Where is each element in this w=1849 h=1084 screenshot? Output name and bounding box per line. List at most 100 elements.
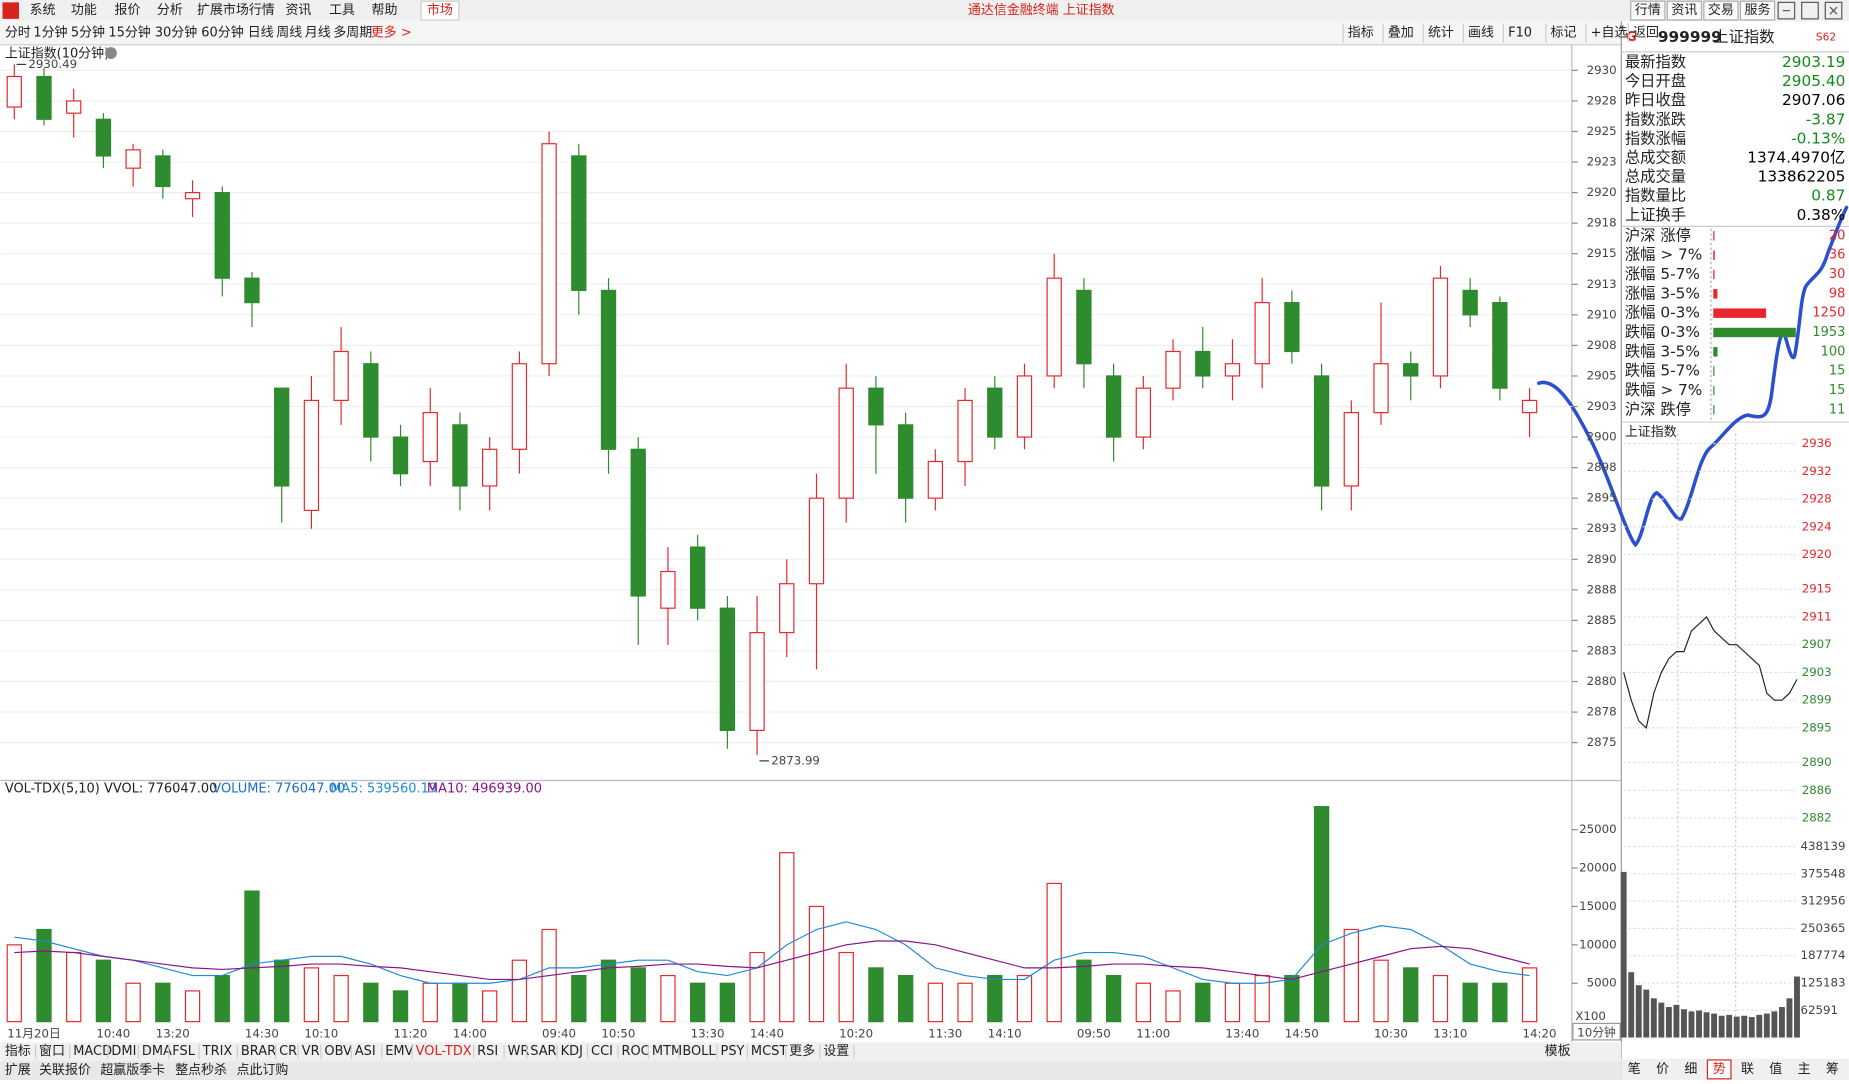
period-button[interactable]: 月线 <box>305 26 331 41</box>
top-button-label[interactable]: 行情 <box>1635 3 1661 18</box>
menu-item[interactable]: 资讯 <box>285 3 311 18</box>
more-button[interactable]: 更多 > <box>371 26 412 41</box>
indicator-tab[interactable]: 更多 <box>789 1044 815 1059</box>
tool-button[interactable]: 标记 <box>1551 26 1577 41</box>
menu-item[interactable]: 工具 <box>329 3 355 18</box>
candle-body <box>392 436 409 475</box>
y-tick-label: 2923 <box>1587 155 1617 169</box>
menu-item[interactable]: 扩展市场行情 <box>197 2 275 18</box>
volume-bar <box>452 982 468 1023</box>
status-item[interactable]: 超赢版季卡 <box>100 1062 165 1078</box>
tool-button[interactable]: 画线 <box>1468 26 1494 41</box>
top-button-label[interactable]: 服务 <box>1745 2 1771 18</box>
period-button[interactable]: 15分钟 <box>108 25 150 41</box>
indicator-tab[interactable]: KDJ <box>561 1044 583 1059</box>
period-button[interactable]: 多周期 <box>333 26 372 41</box>
menu-item[interactable]: 报价 <box>115 3 141 18</box>
candle-body <box>1521 399 1538 414</box>
period-button[interactable]: 分时 <box>5 26 31 41</box>
indicator-tab[interactable]: MCST <box>751 1044 787 1059</box>
tool-button[interactable]: 叠加 <box>1388 26 1414 41</box>
tool-button[interactable]: +自选 <box>1591 26 1628 41</box>
volume-bar <box>1135 982 1151 1023</box>
top-button-label[interactable]: 交易 <box>1708 2 1734 18</box>
volume-bar <box>274 959 290 1023</box>
top-button[interactable] <box>1739 0 1776 21</box>
indicator-tab[interactable]: ASI <box>355 1044 376 1059</box>
period-button[interactable]: 60分钟 <box>201 25 243 41</box>
indicator-tab[interactable]: ROC <box>621 1044 649 1059</box>
side-tab[interactable]: 筹 <box>1826 1061 1839 1077</box>
menu-item[interactable]: 功能 <box>71 3 97 18</box>
top-button[interactable] <box>1666 0 1703 21</box>
top-button[interactable] <box>1630 0 1666 21</box>
side-tab[interactable]: 联 <box>1741 1062 1754 1077</box>
indicator-tab[interactable]: TRIX <box>202 1044 233 1059</box>
breadth-label: 沪深 跌停 <box>1625 400 1691 418</box>
candle-body <box>927 460 944 499</box>
side-tab[interactable]: 细 <box>1684 1062 1697 1077</box>
candle-body <box>779 583 795 634</box>
candle-body <box>155 155 171 188</box>
indicator-tab[interactable]: RSI <box>477 1044 498 1059</box>
indicator-tab[interactable]: WR <box>508 1044 530 1059</box>
indicator-tab[interactable]: CR <box>279 1044 297 1059</box>
candle-body <box>363 363 379 438</box>
side-tab[interactable]: 价 <box>1656 1062 1669 1077</box>
status-item[interactable]: 点此订购 <box>237 1062 289 1078</box>
legend-entry: MA5: 539560.19 <box>330 781 437 796</box>
tool-button[interactable]: 返回 <box>1633 26 1659 41</box>
window-title: 通达信金融终端 上证指数 <box>968 2 1115 18</box>
side-tab[interactable]: 值 <box>1769 1061 1782 1077</box>
candle-body <box>1016 375 1033 438</box>
indicator-tab[interactable]: FSL <box>172 1044 195 1059</box>
candle-body <box>749 632 765 732</box>
indicator-tab[interactable]: BRAR <box>241 1044 276 1059</box>
indicator-tab[interactable]: OBV <box>324 1044 352 1059</box>
top-button[interactable] <box>1703 0 1739 21</box>
maximize-button[interactable] <box>1801 1 1819 20</box>
close-button[interactable] <box>1824 1 1843 20</box>
indicator-tab[interactable]: EMV <box>385 1044 413 1059</box>
indicator-tab[interactable]: SAR <box>530 1044 556 1059</box>
volume-bar <box>779 852 795 1023</box>
indicator-tab[interactable]: BOLL <box>682 1044 716 1059</box>
indicator-tab[interactable]: PSY <box>721 1044 745 1059</box>
indicator-tab[interactable]: VOL-TDX <box>416 1044 472 1059</box>
quote-code: 999999 <box>1658 28 1722 46</box>
period-button[interactable]: 周线 <box>276 26 302 41</box>
side-tab[interactable]: 主 <box>1798 1062 1811 1077</box>
indicator-tab[interactable]: CCI <box>591 1044 613 1059</box>
chart-menu-icon[interactable] <box>105 47 117 59</box>
status-item[interactable]: 整点秒杀 <box>175 1063 227 1078</box>
status-item[interactable]: 关联报价 <box>39 1063 91 1078</box>
breadth-label: 跌幅 5-7% <box>1625 362 1700 380</box>
indicator-tab[interactable]: 窗口 <box>39 1043 65 1059</box>
breadth-value: 15 <box>1829 364 1845 379</box>
period-button[interactable]: 5分钟 <box>71 25 105 41</box>
indicator-tab[interactable]: DMI <box>111 1044 136 1059</box>
indicator-tab[interactable]: 设置 <box>823 1044 849 1059</box>
menu-item[interactable]: 分析 <box>157 3 183 18</box>
market-tab-label[interactable]: 市场 <box>427 2 453 18</box>
top-button-label[interactable]: 资讯 <box>1671 3 1697 18</box>
period-button[interactable]: 1分钟 <box>33 25 67 41</box>
indicator-tab[interactable]: 指标 <box>5 1044 31 1059</box>
menu-item[interactable]: 系统 <box>30 3 56 18</box>
market-tab[interactable] <box>420 0 460 21</box>
status-item[interactable]: 扩展 <box>5 1063 31 1078</box>
indicator-tab[interactable]: MTM <box>652 1044 682 1059</box>
template-button[interactable]: 模板 <box>1545 1044 1571 1059</box>
tool-button[interactable]: 统计 <box>1428 26 1454 41</box>
indicator-tab[interactable]: MACD <box>73 1044 112 1059</box>
tool-button[interactable]: 指标 <box>1348 26 1374 41</box>
menu-item[interactable]: 帮助 <box>372 3 398 18</box>
minimize-button[interactable] <box>1777 1 1796 20</box>
indicator-tab[interactable]: DMA <box>142 1044 172 1059</box>
tool-button[interactable]: F10 <box>1508 26 1532 41</box>
side-tab[interactable]: 势 <box>1713 1061 1726 1077</box>
period-button[interactable]: 30分钟 <box>155 25 197 41</box>
period-button[interactable]: 日线 <box>248 26 274 41</box>
side-tab[interactable]: 笔 <box>1628 1061 1641 1077</box>
indicator-tab[interactable]: VR <box>302 1044 320 1059</box>
